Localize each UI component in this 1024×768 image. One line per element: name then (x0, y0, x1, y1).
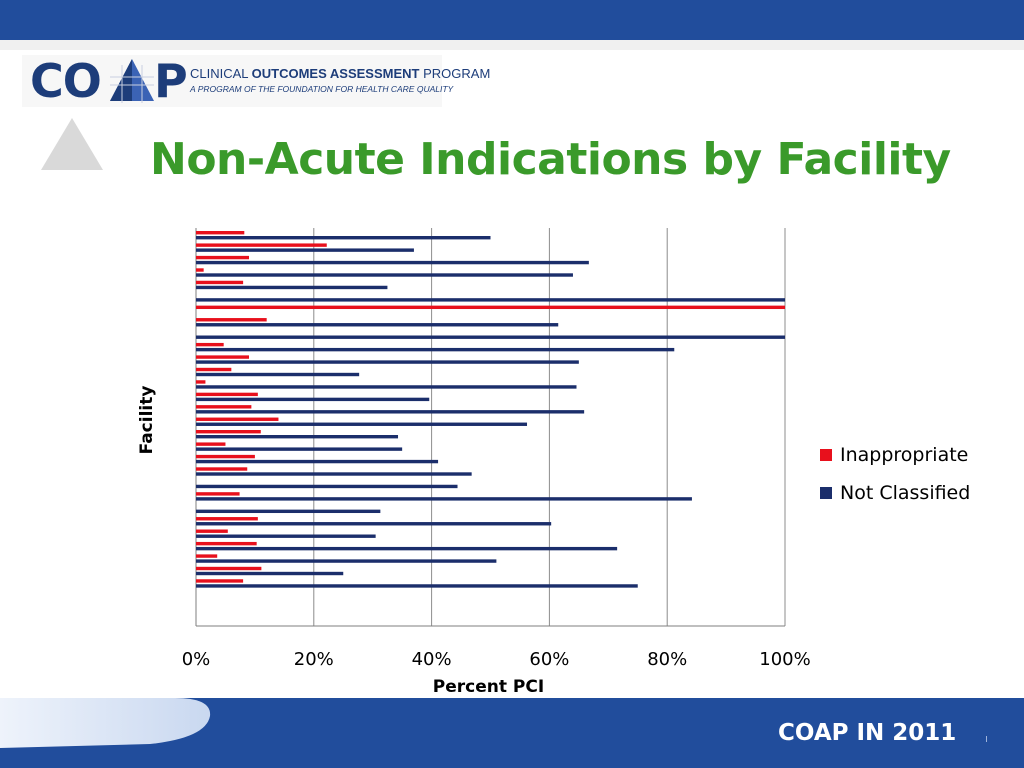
bar-not-classified (196, 385, 577, 389)
bar-not-classified (196, 323, 559, 327)
top-bar (0, 0, 1024, 40)
x-tick-label: 100% (759, 649, 810, 670)
bar-inappropriate (196, 541, 257, 546)
slide-title: Non-Acute Indications by Facility (150, 134, 951, 185)
bar-inappropriate (196, 430, 261, 434)
legend-item-inappropriate: Inappropriate (820, 436, 970, 474)
x-tick-label: 0% (182, 649, 211, 670)
bar-inappropriate (196, 492, 240, 496)
bar-inappropriate (196, 442, 226, 446)
logo-pyramid-icon (110, 59, 154, 103)
bar-not-classified (196, 571, 344, 576)
x-tick-label: 20% (294, 649, 334, 670)
bar-not-classified (196, 447, 403, 451)
x-tick-label: 80% (647, 649, 687, 670)
bar-not-classified (196, 435, 399, 439)
bar-inappropriate (196, 579, 244, 583)
bar-not-classified (196, 559, 497, 563)
logo-tagline: CLINICAL OUTCOMES ASSESSMENT PROGRAM (190, 66, 491, 81)
bar-not-classified (196, 522, 552, 526)
x-axis-title: Percent PCI (433, 677, 544, 697)
bar-inappropriate (196, 566, 262, 571)
bar-inappropriate (196, 454, 255, 459)
bar-inappropriate (196, 268, 204, 272)
bar-inappropriate (196, 355, 250, 359)
bar-inappropriate (196, 280, 244, 285)
logo-wordmark-right: P (154, 54, 188, 108)
bar-inappropriate (196, 467, 248, 471)
bar-not-classified (196, 285, 388, 290)
chart-legend: Inappropriate Not Classified (820, 436, 970, 512)
coap-logo: CO P CLINICAL OUTCOMES ASSESSMENT PROGRA… (22, 54, 490, 108)
legend-swatch-inappropriate (820, 449, 832, 461)
legend-item-not-classified: Not Classified (820, 474, 970, 512)
bar-inappropriate (196, 318, 267, 322)
bar-not-classified (196, 509, 381, 514)
bar-not-classified (196, 484, 458, 489)
legend-label-not-classified: Not Classified (840, 482, 971, 504)
bar-not-classified (196, 360, 579, 364)
bar-inappropriate (196, 554, 218, 558)
bar-inappropriate (196, 529, 228, 533)
bar-not-classified (196, 273, 573, 277)
x-tick-label: 60% (529, 649, 569, 670)
bar-not-classified (196, 459, 439, 464)
bar-inappropriate (196, 367, 232, 372)
bar-not-classified (196, 347, 675, 352)
bar-not-classified (196, 472, 472, 476)
bar-inappropriate (196, 243, 327, 247)
bar-inappropriate (196, 255, 250, 260)
bar-not-classified (196, 335, 785, 339)
bar-not-classified (196, 248, 414, 252)
bar-chart: 0% 20% 40% 60% 80% 100% Percent PCI Facility (137, 228, 811, 697)
y-axis-title: Facility (137, 386, 157, 455)
bar-inappropriate (196, 380, 206, 384)
bar-not-classified (196, 236, 491, 240)
logo-subtagline: A PROGRAM OF THE FOUNDATION FOR HEALTH C… (190, 84, 454, 94)
bar-not-classified (196, 546, 618, 551)
bar-inappropriate (196, 392, 258, 397)
bar-not-classified (196, 584, 638, 588)
bar-inappropriate (196, 405, 252, 409)
bar-inappropriate (196, 231, 245, 235)
top-strip (0, 40, 1024, 50)
bar-inappropriate (196, 342, 224, 347)
footer-title: COAP IN 2011 (778, 720, 957, 746)
bar-not-classified (196, 397, 430, 402)
bar-not-classified (196, 260, 589, 265)
legend-swatch-not-classified (820, 487, 832, 499)
legend-label-inappropriate: Inappropriate (840, 444, 969, 466)
bar-not-classified (196, 534, 376, 538)
decorative-triangle-icon (41, 118, 103, 170)
bar-inappropriate (196, 517, 258, 521)
bar-not-classified (196, 298, 785, 302)
logo-wordmark-left: CO (30, 54, 102, 108)
bar-inappropriate (196, 417, 279, 421)
bar-not-classified (196, 372, 360, 377)
x-tick-label: 40% (412, 649, 452, 670)
bottom-swoosh-overlay (0, 698, 211, 748)
bar-inappropriate (196, 305, 785, 310)
bar-not-classified (196, 497, 692, 501)
bar-not-classified (196, 410, 585, 414)
bar-not-classified (196, 422, 528, 426)
footer-mark (986, 736, 987, 742)
